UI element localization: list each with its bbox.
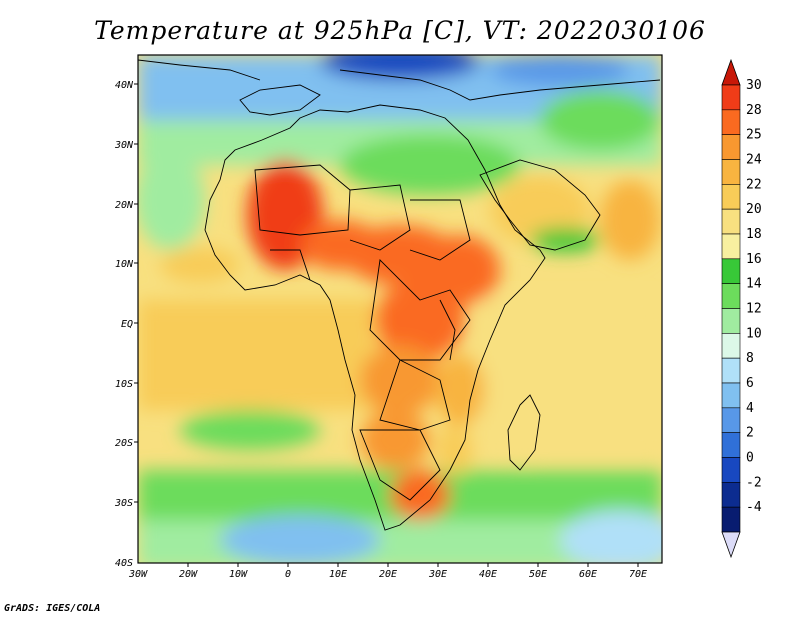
colorbar-label: 6 [746,376,754,391]
colorbar-cell [721,109,741,135]
colorbar-cell [721,333,741,359]
lat-label: 40N [115,80,134,91]
colorbar-label: 28 [746,103,762,118]
colorbar-label: 14 [746,277,762,292]
colorbar-cell [721,407,741,433]
colorbar-cell [721,482,741,508]
colorbar-label: 30 [746,78,762,93]
colorbar-label: 4 [746,401,754,416]
lat-label: 10S [115,379,133,390]
lat-label: EQ [121,319,133,330]
lat-label: 40S [115,558,133,569]
colorbar-cell [721,283,741,309]
colorbar-label: 25 [746,128,762,143]
lat-ticks [134,83,138,503]
lon-label: 60E [579,569,597,580]
temperature-field [138,55,662,563]
lon-label: 40E [479,569,497,580]
colorbar-label: 24 [746,153,762,168]
colorbar-label: 22 [746,177,762,192]
colorbar-label: 10 [746,326,762,341]
colorbar-label: 8 [746,351,754,366]
map-title: Temperature at 925hPa [C], VT: 202203010… [94,16,706,45]
colorbar-label: 16 [746,252,762,267]
colorbar-label: 20 [746,202,762,217]
grads-credit: GrADS: IGES/COLA [4,603,101,614]
colorbar-cell [721,432,741,458]
lat-label: 20N [115,200,134,211]
colorbar-cell [721,159,741,185]
lon-label: 0 [285,569,291,580]
colorbar-cell [721,457,741,483]
lon-label: 70E [629,569,647,580]
lon-ticks [187,563,639,567]
lat-label: 30N [114,140,134,151]
colorbar-cell [721,357,741,384]
lon-label: 30W [128,569,148,580]
colorbar-label: 0 [746,451,754,466]
lat-label: 30S [114,498,133,509]
lat-axis: 40N 30N 20N 10N EQ 10S 20S 30S 40S [114,80,134,569]
colorbar-cell [721,506,741,533]
colorbar-label: -2 [746,475,762,490]
coastlines [138,59,661,531]
lon-label: 20W [179,569,198,580]
colorbar-bottom-arrow [721,531,741,559]
lon-label: 30E [428,569,447,580]
colorbar-label: 2 [746,426,754,441]
colorbar-cell [721,184,741,210]
colorbar-cell [721,308,741,334]
lon-label: 10E [329,569,347,580]
colorbar-cell [721,134,741,160]
colorbar-cell [721,208,741,235]
lon-label: 50E [529,569,547,580]
colorbar-label: 12 [746,302,762,317]
lat-label: 20S [115,438,133,449]
colorbar-cell [721,84,741,111]
colorbar-top-arrow [721,58,741,86]
colorbar-cell [721,382,741,409]
lon-axis: 30W 20W 10W 0 10E 20E 30E 40E 50E 60E 70… [128,569,647,580]
lon-label: 20E [379,569,397,580]
map-frame [137,54,663,564]
colorbar-cell [721,258,741,284]
colorbar-label: 18 [746,227,762,242]
colorbar-label: -4 [746,500,762,515]
lon-label: 10W [229,569,248,580]
lat-label: 10N [115,259,134,270]
colorbar-cell [721,233,741,260]
